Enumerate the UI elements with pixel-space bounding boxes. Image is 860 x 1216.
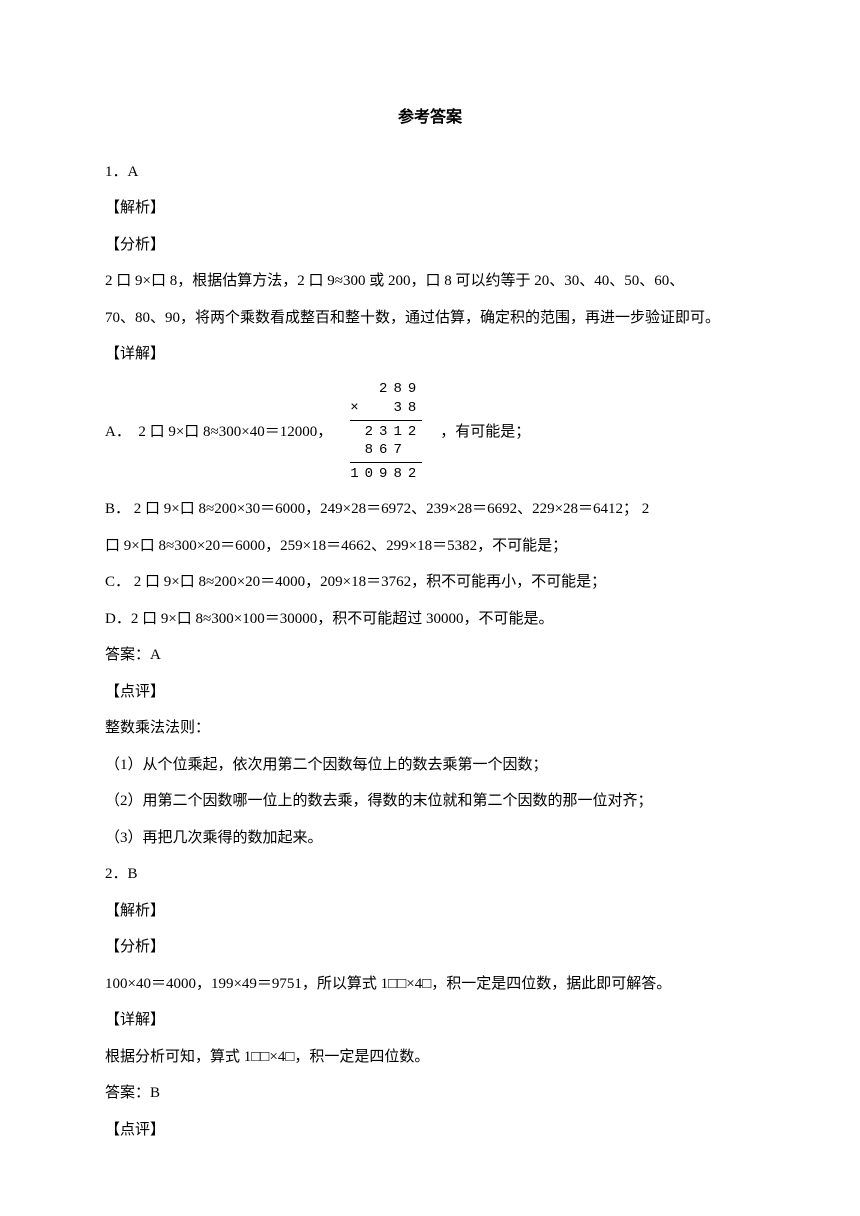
q1-dianping-label: 【点评】: [105, 675, 755, 710]
q1-dp-3: （2）用第二个因数哪一位上的数去乘，得数的末位就和第二个因数的那一位对齐；: [105, 784, 755, 819]
q1-dp-2: （1）从个位乘起，依次用第二个因数每位上的数去乘第一个因数；: [105, 748, 755, 783]
mult-rule-1: [350, 420, 422, 421]
q1-option-c: C． 2 口 9×口 8≈200×20＝4000，209×18＝3762，积不可…: [105, 565, 755, 600]
mult-row-4: 867: [350, 441, 422, 460]
q1-fenxi-text-2: 70、80、90，将两个乘数看成整百和整十数，通过估算，确定积的范围，再进一步验…: [105, 301, 755, 336]
q2-fenxi-text: 100×40＝4000，199×49＝9751，所以算式 1□□×4□，积一定是…: [105, 967, 755, 1002]
q1-xiangjie-label: 【详解】: [105, 337, 755, 372]
q1-option-d: D．2 口 9×口 8≈300×100＝30000，积不可能超过 30000，不…: [105, 602, 755, 637]
q1-fenxi-text-1: 2 口 9×口 8，根据估算方法，2 口 9≈300 或 200，口 8 可以约…: [105, 264, 755, 299]
q1-answer: 答案：A: [105, 638, 755, 673]
mult-rule-2: [350, 462, 422, 463]
q1-fenxi-label: 【分析】: [105, 228, 755, 263]
q1-option-b-2: 口 9×口 8≈300×20＝6000，259×18＝4662、299×18＝5…: [105, 529, 755, 564]
mult-row-2: × 38: [350, 399, 422, 418]
q2-dianping-label: 【点评】: [105, 1113, 755, 1148]
q2-fenxi-label: 【分析】: [105, 930, 755, 965]
mult-row-1: 289: [350, 380, 422, 399]
multiplication-block: 289 × 38 2312 867 10982: [350, 380, 422, 484]
q1-jiexi-label: 【解析】: [105, 191, 755, 226]
page-title: 参考答案: [105, 100, 755, 137]
q2-jiexi-label: 【解析】: [105, 894, 755, 929]
q2-xiangjie-text: 根据分析可知，算式 1□□×4□，积一定是四位数。: [105, 1040, 755, 1075]
q1-option-b-1: B． 2 口 9×口 8≈200×30＝6000，249×28＝6972、239…: [105, 492, 755, 527]
q1-option-a-right: ，有可能是；: [440, 415, 530, 450]
q1-option-a-left: A． 2 口 9×口 8≈300×40＝12000，: [105, 415, 332, 450]
q2-number: 2．B: [105, 857, 755, 892]
q1-number: 1．A: [105, 155, 755, 190]
mult-row-3: 2312: [350, 423, 422, 442]
mult-row-5: 10982: [350, 465, 422, 484]
q2-answer: 答案：B: [105, 1076, 755, 1111]
q1-option-a-row: A． 2 口 9×口 8≈300×40＝12000， 289 × 38 2312…: [105, 380, 755, 484]
q1-dp-4: （3）再把几次乘得的数加起来。: [105, 821, 755, 856]
q1-dp-1: 整数乘法法则：: [105, 711, 755, 746]
q2-xiangjie-label: 【详解】: [105, 1003, 755, 1038]
